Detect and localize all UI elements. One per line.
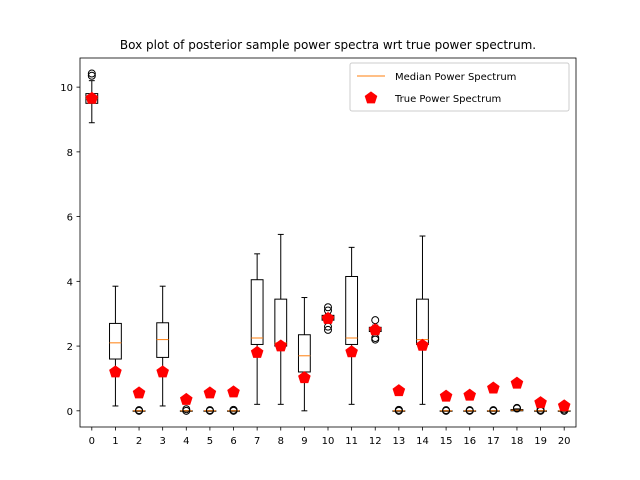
outlier-point [512, 403, 521, 412]
box [250, 279, 264, 345]
true-power-marker [416, 338, 429, 351]
legend: Median Power Spectrum True Power Spectru… [349, 62, 570, 112]
x-tick-label: 11 [345, 436, 358, 447]
true-power-marker [368, 323, 382, 336]
outlier-point [489, 406, 498, 415]
outlier-point [87, 69, 96, 78]
true-power-marker [557, 399, 571, 412]
true-power-marker [298, 371, 311, 384]
true-power-marker [109, 365, 122, 378]
x-tick-label: 17 [487, 436, 500, 447]
box [109, 322, 122, 360]
outlier-point [324, 303, 332, 312]
axes-frame [79, 57, 577, 428]
true-power-marker [487, 381, 500, 394]
legend-box [349, 62, 570, 112]
true-power-marker [132, 386, 146, 399]
outlier-point [135, 406, 144, 415]
x-tick-label: 0 [89, 436, 95, 447]
x-tick-label: 12 [369, 436, 382, 447]
legend-true-swatch [364, 91, 378, 104]
y-tick-label: 8 [67, 148, 73, 159]
y-tick-label: 6 [67, 213, 73, 224]
true-power-marker [156, 365, 169, 378]
outlier-point [205, 406, 214, 415]
x-tick-label: 9 [301, 436, 307, 447]
true-power-marker [203, 386, 217, 399]
outlier-point [229, 405, 238, 414]
outlier-point [324, 325, 332, 334]
outlier-point [442, 406, 451, 415]
outlier-point [394, 405, 403, 414]
true-power-marker [179, 392, 193, 405]
x-tick-label: 1 [112, 436, 118, 447]
x-tick-label: 6 [230, 436, 236, 447]
x-tick-label: 13 [392, 436, 405, 447]
true-power-marker [534, 396, 547, 409]
x-tick-label: 8 [278, 436, 284, 447]
outlier-point [182, 405, 191, 414]
true-power-marker [463, 388, 477, 401]
x-tick-label: 4 [183, 436, 189, 447]
outlier-point [465, 406, 474, 415]
true-power-marker [321, 311, 335, 324]
y-tick-label: 0 [67, 407, 73, 418]
legend-true-label: True Power Spectrum [394, 94, 501, 105]
x-tick-label: 15 [440, 436, 453, 447]
y-tick-label: 10 [60, 83, 73, 94]
x-tick-label: 16 [463, 436, 476, 447]
true-power-marker [85, 91, 99, 104]
x-tick-label: 18 [511, 436, 524, 447]
true-power-marker [392, 384, 406, 397]
x-tick-label: 14 [416, 436, 429, 447]
legend-median-label: Median Power Spectrum [395, 72, 516, 83]
x-tick-label: 3 [159, 436, 165, 447]
x-tick-label: 19 [534, 436, 547, 447]
outlier-point [87, 71, 96, 80]
chart-title: Box plot of posterior sample power spect… [120, 38, 536, 52]
true-power-marker [345, 345, 358, 358]
y-tick-label: 4 [67, 277, 73, 288]
true-power-marker [227, 385, 240, 398]
true-power-marker [439, 389, 453, 402]
y-tick-label: 2 [67, 342, 73, 353]
x-tick-label: 7 [254, 436, 260, 447]
true-power-marker [510, 376, 524, 389]
x-tick-label: 5 [207, 436, 213, 447]
x-tick-label: 2 [136, 436, 142, 447]
x-tick-label: 10 [322, 436, 335, 447]
true-power-marker [250, 345, 264, 358]
true-power-marker [274, 339, 288, 352]
box [345, 275, 359, 345]
x-tick-label: 20 [558, 436, 571, 447]
